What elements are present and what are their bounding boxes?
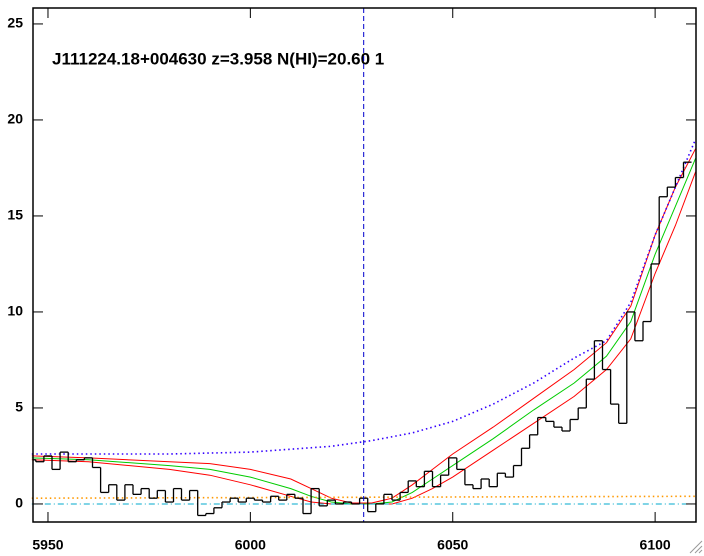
x-tick-label: 6050: [437, 537, 468, 553]
resize-grip: [689, 540, 703, 554]
y-tick-label: 15: [7, 207, 23, 223]
model-line: [31, 171, 697, 505]
model-line: [31, 148, 697, 504]
y-tick-label: 10: [7, 303, 23, 319]
x-tick-label: 6000: [235, 537, 266, 553]
chart-title: J111224.18+004630 z=3.958 N(HI)=20.60 1: [52, 49, 384, 68]
y-tick-label: 25: [7, 15, 23, 31]
flux-riser: [35, 162, 685, 516]
x-tick-label: 5950: [32, 537, 63, 553]
y-tick-label: 20: [7, 111, 23, 127]
plot-frame: [32, 7, 697, 523]
y-tick-label: 5: [15, 399, 23, 415]
x-tick-label: 6100: [640, 537, 671, 553]
y-tick-label: 0: [15, 495, 23, 511]
